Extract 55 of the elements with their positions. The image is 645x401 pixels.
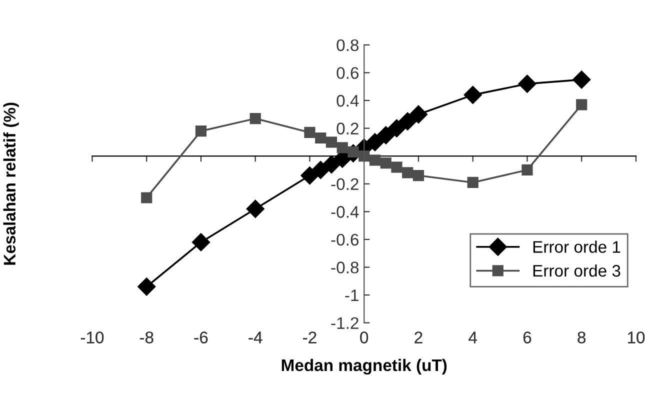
- point: [195, 126, 207, 137]
- legend-label: Error orde 1: [533, 240, 620, 253]
- point: [576, 99, 588, 110]
- y-tick-label: -0.6: [331, 234, 359, 246]
- point: [380, 157, 392, 169]
- point: [192, 233, 210, 252]
- point: [376, 126, 395, 144]
- point: [322, 155, 341, 174]
- x-tick-label: 0: [360, 332, 368, 344]
- x-tick-label: -8: [140, 332, 154, 344]
- y-tick-label: -1: [345, 290, 358, 302]
- x-axis-title: Medan magnetik (uT): [282, 358, 447, 375]
- point: [138, 278, 156, 296]
- y-tick-label: 0.8: [336, 39, 359, 52]
- point: [409, 105, 428, 124]
- point: [315, 132, 326, 144]
- point: [336, 142, 348, 154]
- point: [304, 126, 316, 138]
- point: [518, 74, 536, 93]
- x-tick-label: -2: [303, 332, 316, 344]
- y-tick-label: 0.4: [336, 94, 359, 107]
- point: [402, 167, 414, 178]
- point: [246, 200, 264, 218]
- point: [412, 170, 424, 182]
- x-tick-label: 10: [628, 332, 645, 344]
- point: [464, 86, 482, 104]
- x-tick-label: -4: [248, 332, 262, 344]
- y-tick-label: -0.4: [331, 206, 359, 218]
- legend-label: Error orde 3: [533, 264, 620, 277]
- y-tick-label: 0.6: [336, 67, 359, 79]
- point: [398, 112, 417, 130]
- y-tick-label: -1.2: [331, 317, 358, 329]
- x-tick-label: -10: [80, 332, 104, 344]
- x-tick-label: 4: [468, 332, 477, 344]
- x-tick-label: 6: [523, 332, 532, 344]
- point: [366, 133, 384, 152]
- y-axis-title: Kesalahan relatif (%): [3, 102, 19, 265]
- point: [522, 164, 533, 176]
- point: [467, 176, 478, 188]
- point: [391, 162, 402, 173]
- y-tick-label: -0.2: [331, 178, 358, 190]
- point: [369, 154, 381, 166]
- point: [250, 112, 261, 124]
- point: [312, 160, 330, 180]
- x-tick-label: 2: [414, 332, 422, 344]
- point: [300, 166, 319, 185]
- point: [388, 119, 406, 138]
- point: [141, 192, 152, 204]
- x-tick-label: 8: [578, 332, 586, 344]
- point: [326, 136, 338, 148]
- point: [572, 70, 591, 89]
- y-tick-label: -0.8: [331, 262, 359, 274]
- y-tick-label: 0.2: [336, 122, 358, 134]
- point: [358, 150, 370, 162]
- x-tick-label: -6: [194, 332, 208, 344]
